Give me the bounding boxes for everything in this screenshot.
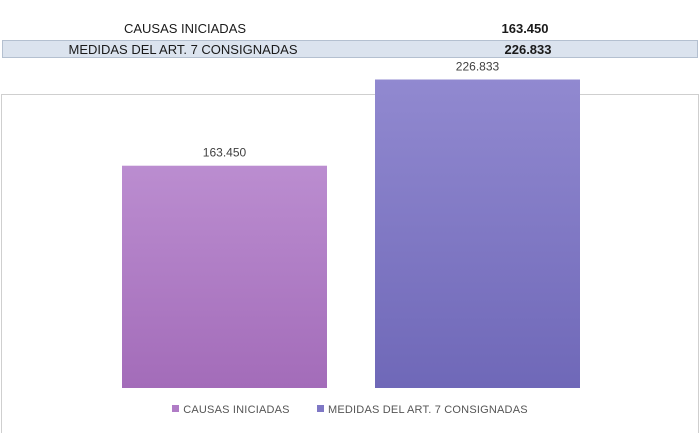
summary-label: MEDIDAS DEL ART. 7 CONSIGNADAS	[68, 42, 298, 57]
summary-row-medidas: MEDIDAS DEL ART. 7 CONSIGNADAS 226.833	[2, 40, 698, 58]
legend-swatch	[172, 405, 180, 412]
summary-row-causas: CAUSAS INICIADAS 163.450	[0, 20, 700, 38]
chart-area	[1, 94, 699, 433]
legend-item-causas: CAUSAS INICIADAS	[172, 404, 290, 416]
data-label: 163.450	[203, 146, 247, 160]
bar-causas-iniciadas	[122, 165, 327, 388]
legend-label: CAUSAS INICIADAS	[183, 404, 290, 416]
summary-table: CAUSAS INICIADAS 163.450 MEDIDAS DEL ART…	[0, 20, 700, 58]
legend-label: MEDIDAS DEL ART. 7 CONSIGNADAS	[328, 404, 528, 416]
summary-value: 226.833	[504, 42, 552, 57]
chart-legend: CAUSAS INICIADAS MEDIDAS DEL ART. 7 CONS…	[0, 404, 700, 416]
data-label: 226.833	[456, 60, 500, 74]
summary-value: 163.450	[501, 21, 549, 36]
summary-label: CAUSAS INICIADAS	[123, 21, 247, 36]
bar-medidas-consignadas	[375, 79, 580, 389]
legend-swatch	[317, 405, 324, 412]
legend-item-medidas: MEDIDAS DEL ART. 7 CONSIGNADAS	[317, 404, 528, 416]
